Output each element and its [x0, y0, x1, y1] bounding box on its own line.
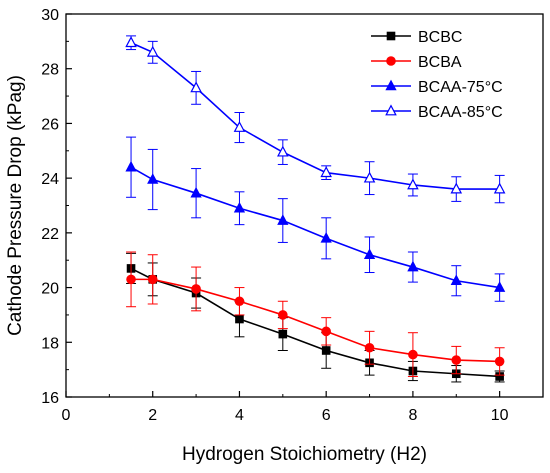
series-line — [130, 166, 500, 289]
data-point — [363, 248, 376, 260]
data-point — [146, 45, 159, 57]
legend-label: BCBA — [418, 54, 462, 71]
legend-item-2: BCAA-75°C — [371, 79, 503, 96]
x-tick-label: 10 — [491, 407, 509, 424]
legend-label: BCAA-85°C — [418, 104, 503, 121]
data-point — [233, 120, 246, 132]
legend-marker — [386, 56, 396, 66]
data-point — [408, 349, 418, 360]
data-point — [278, 329, 288, 339]
data-point — [364, 342, 375, 353]
legend-item-1: BCBA — [371, 54, 462, 71]
y-tick-label: 26 — [41, 116, 59, 133]
series-line — [131, 278, 500, 363]
data-point — [451, 355, 462, 365]
data-point — [493, 182, 506, 194]
y-tick-label: 20 — [41, 281, 59, 298]
data-point — [407, 178, 419, 190]
data-point — [494, 281, 506, 292]
legend-marker — [385, 79, 397, 91]
data-point — [321, 326, 331, 337]
series-2 — [125, 136, 506, 302]
plot-frame — [65, 13, 544, 398]
y-axis-title: Cathode Pressure Drop (kPag) — [5, 75, 26, 336]
data-point — [320, 166, 332, 178]
data-point — [407, 260, 419, 272]
data-point — [450, 274, 462, 286]
series-0 — [126, 252, 505, 383]
data-point — [321, 346, 331, 355]
legend-marker — [385, 104, 397, 116]
series-line — [130, 267, 500, 378]
legend-marker — [386, 31, 396, 41]
legend-label: BCBC — [418, 29, 462, 46]
x-tick-label: 0 — [62, 407, 71, 424]
legend-label: BCAA-75°C — [418, 79, 503, 96]
data-point — [190, 186, 202, 198]
data-point — [234, 296, 245, 307]
data-point — [494, 356, 505, 367]
data-point — [278, 310, 288, 320]
data-point — [363, 171, 376, 183]
data-point — [450, 182, 463, 194]
series-3 — [125, 35, 506, 204]
legend-item-3: BCAA-85°C — [371, 104, 503, 121]
data-point — [147, 274, 158, 285]
x-axis-title: Hydrogen Stoichiometry (H2) — [182, 444, 427, 465]
data-point — [191, 284, 201, 294]
legend-item-0: BCBC — [371, 29, 462, 46]
y-tick-label: 30 — [41, 7, 59, 24]
y-tick-label: 22 — [41, 226, 59, 243]
y-tick-label: 18 — [41, 335, 59, 352]
data-point — [277, 145, 289, 157]
y-tick-label: 24 — [41, 171, 59, 188]
series-1 — [126, 251, 505, 377]
data-point — [125, 160, 137, 172]
data-point — [190, 81, 202, 93]
x-tick-label: 6 — [322, 407, 331, 424]
x-tick-label: 8 — [408, 407, 417, 424]
y-tick-label: 16 — [41, 390, 59, 407]
plot-area — [125, 35, 506, 383]
data-point — [277, 214, 289, 225]
legend: BCBC BCBA BCAA-75°C BCAA-85°C — [371, 29, 503, 121]
data-point — [125, 36, 137, 48]
x-tick-label: 4 — [235, 407, 244, 424]
x-tick-label: 2 — [148, 407, 157, 424]
data-point — [126, 274, 136, 285]
data-point — [235, 314, 244, 324]
y-tick-label: 28 — [41, 62, 59, 79]
data-point — [233, 201, 246, 213]
data-point — [320, 231, 332, 243]
series-line — [130, 41, 500, 190]
data-point — [147, 173, 159, 184]
